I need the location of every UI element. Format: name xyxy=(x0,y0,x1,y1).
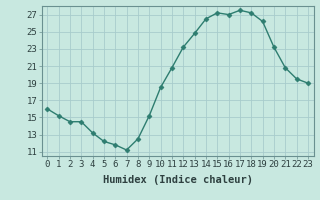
X-axis label: Humidex (Indice chaleur): Humidex (Indice chaleur) xyxy=(103,175,252,185)
